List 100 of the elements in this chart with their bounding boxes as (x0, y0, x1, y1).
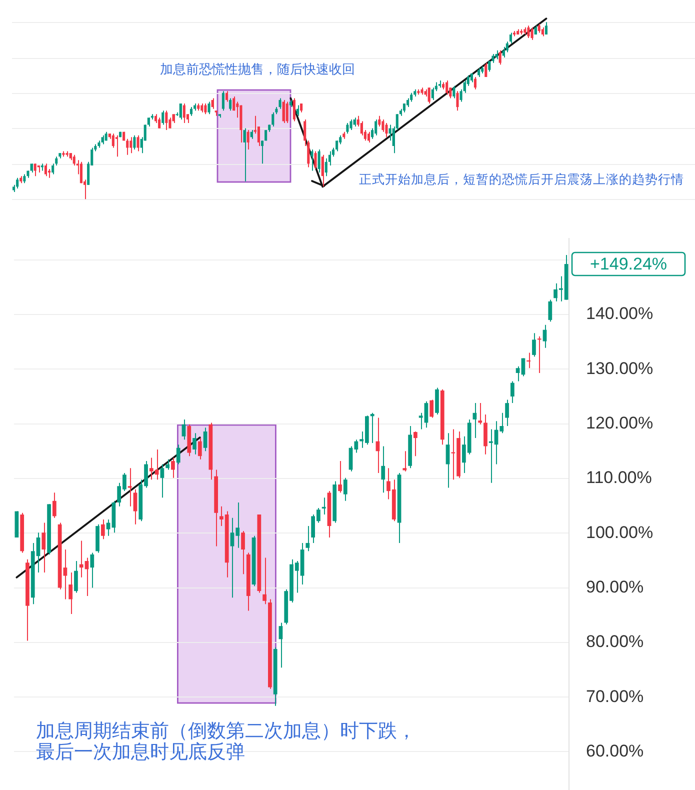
y-tick-label: 140.00% (586, 304, 654, 324)
candlestick (548, 299, 552, 322)
candlestick (435, 387, 439, 416)
candlestick (133, 134, 136, 150)
candlestick (452, 85, 456, 99)
y-tick-label: 90.00% (586, 577, 644, 596)
candlestick (544, 22, 548, 36)
candlestick (338, 460, 342, 494)
y-tick-label: 110.00% (586, 468, 652, 488)
candlestick (229, 98, 232, 112)
candlestick (52, 492, 56, 518)
candlestick (160, 464, 164, 498)
candlestick (162, 110, 164, 126)
candlestick (430, 399, 434, 418)
candlestick (484, 414, 488, 455)
candlestick (542, 324, 547, 348)
candlestick (171, 457, 175, 478)
candlestick (532, 332, 536, 358)
candlestick (370, 412, 374, 444)
candlestick (537, 336, 542, 374)
candlestick (204, 103, 207, 115)
y-tick-label: 80.00% (586, 632, 644, 652)
candlestick (488, 60, 491, 72)
y-tick-label: 100.00% (586, 522, 654, 542)
candlestick (346, 122, 349, 134)
candlestick (318, 149, 320, 174)
candlestick (526, 352, 531, 369)
candlestick (510, 380, 514, 404)
candlestick (165, 110, 168, 131)
candlestick (478, 402, 482, 425)
candlestick (179, 103, 182, 120)
candlestick (374, 118, 378, 136)
candlestick (232, 96, 236, 112)
candlestick (446, 80, 448, 96)
candlestick (505, 399, 509, 427)
candlestick (292, 98, 296, 122)
candlestick (192, 432, 196, 455)
candlestick (456, 90, 459, 112)
candlestick (484, 62, 488, 78)
candlestick (126, 138, 129, 156)
candlestick (381, 446, 386, 494)
candlestick (72, 154, 76, 166)
candlestick (306, 526, 310, 552)
annotation: 加息前恐慌性抛售，随后快速收回 (160, 62, 355, 77)
candlestick (310, 149, 314, 172)
candlestick (136, 134, 140, 152)
candlestick (182, 418, 186, 440)
y-tick-label: 130.00% (586, 358, 654, 378)
candlestick (225, 90, 228, 102)
y-tick-label: 120.00% (586, 414, 654, 433)
candlestick (385, 122, 388, 138)
y-tick-label: 70.00% (586, 686, 644, 706)
candlestick (431, 87, 434, 100)
candlestick (198, 438, 202, 460)
candlestick (262, 557, 266, 605)
y-tick-label: 60.00% (586, 741, 644, 760)
annotation: 加息周期结束前（倒数第二次加息）时下跌，最后一次加息时见底反弹 (36, 721, 416, 764)
candlestick (130, 136, 132, 154)
candlestick (260, 140, 264, 164)
candlestick (278, 98, 282, 110)
candlestick (314, 150, 317, 170)
candlestick (321, 154, 324, 188)
candlestick (222, 90, 224, 112)
candlestick (286, 101, 288, 124)
candlestick (322, 497, 326, 516)
candlestick (324, 158, 328, 177)
candlestick (16, 177, 19, 189)
candlestick (112, 133, 114, 148)
candlestick (350, 118, 352, 131)
candlestick (203, 427, 208, 452)
candlestick (166, 458, 170, 470)
candlestick (530, 26, 534, 40)
candlestick (42, 522, 46, 573)
candlestick (343, 477, 348, 502)
candlestick (44, 163, 47, 177)
candlestick (128, 468, 132, 507)
candlestick (527, 25, 530, 39)
annotation: 正式开始加息后，短暂的恐慌后开启震荡上涨的趋势行情 (359, 171, 684, 186)
candlestick (498, 50, 502, 66)
candlestick (296, 104, 300, 116)
candlestick (502, 46, 505, 58)
candlestick (133, 488, 138, 525)
candlestick (509, 32, 512, 44)
candlestick (74, 560, 78, 594)
candlestick (34, 163, 36, 177)
candlestick (402, 450, 407, 472)
candlestick (446, 432, 450, 488)
candlestick (80, 161, 82, 184)
candlestick (378, 115, 381, 128)
candlestick (282, 99, 285, 124)
candlestick (382, 118, 384, 132)
candlestick (90, 552, 94, 588)
text: +149.24% (590, 254, 668, 274)
candlestick (182, 103, 186, 124)
candlestick (241, 530, 245, 575)
candlestick (246, 130, 250, 150)
candlestick (413, 430, 418, 457)
candlestick (100, 518, 105, 540)
candlestick (68, 572, 73, 615)
candlestick (428, 87, 430, 104)
